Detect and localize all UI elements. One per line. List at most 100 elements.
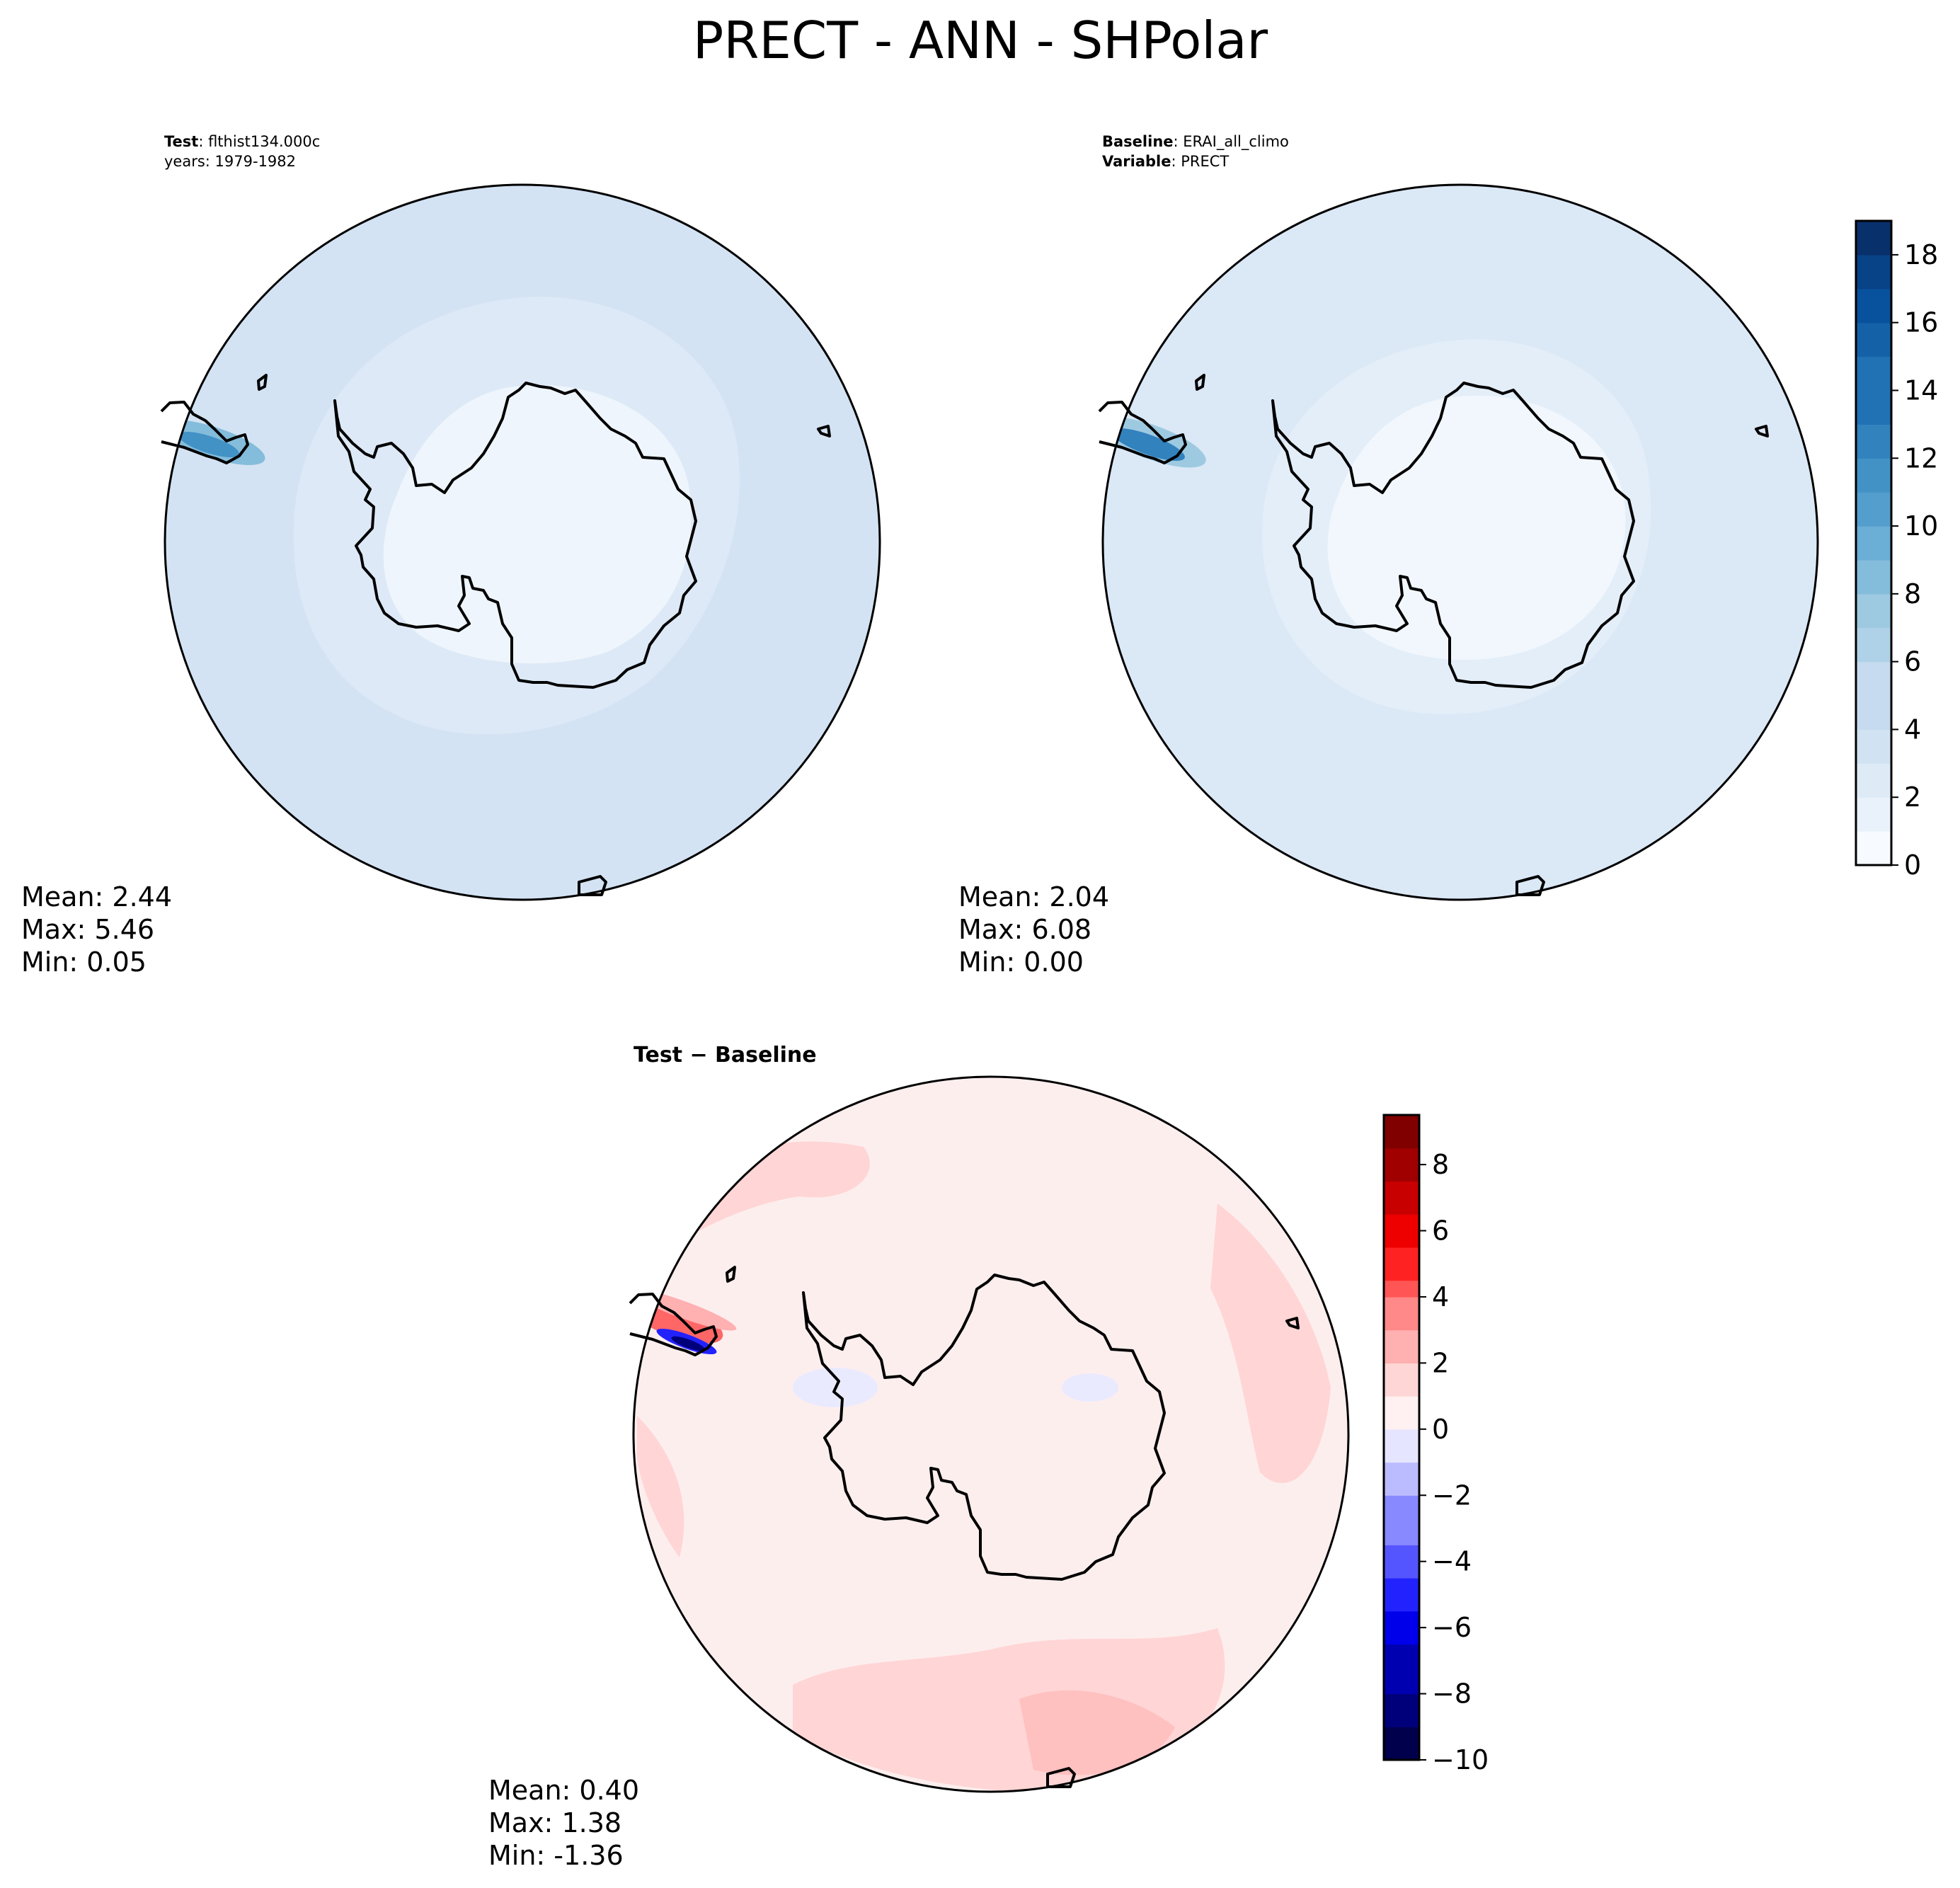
- difference-colorbar-band: [1384, 1578, 1419, 1596]
- baseline-colorbar-band: [1856, 763, 1891, 798]
- test-years: years: 1979-1982: [164, 153, 296, 170]
- difference-colorbar-band: [1384, 1462, 1419, 1480]
- baseline-colorbar-tick-label: 12: [1904, 442, 1938, 474]
- baseline-colorbar-tick-label: 18: [1904, 239, 1938, 270]
- difference-colorbar-band: [1384, 1230, 1419, 1248]
- test-min: Min: 0.05: [21, 946, 147, 978]
- baseline-header-line2: Variable: PRECT: [1102, 153, 1229, 170]
- baseline-colorbar-tick-label: 0: [1904, 849, 1921, 881]
- difference-colorbar-tick-label: 4: [1432, 1281, 1449, 1312]
- baseline-map: [1103, 185, 1818, 900]
- baseline-colorbar-band: [1856, 661, 1891, 697]
- difference-colorbar-band: [1384, 1495, 1419, 1513]
- difference-colorbar-band: [1384, 1396, 1419, 1414]
- baseline-colorbar-band: [1856, 729, 1891, 764]
- baseline-colorbar-tick-label: 6: [1904, 646, 1921, 677]
- difference-colorbar-tick-label: −2: [1432, 1480, 1472, 1511]
- difference-colorbar: −10 −8 −6 −4 −2 0 2 4 6 8: [1382, 1114, 1489, 1775]
- baseline-colorbar-band: [1856, 288, 1891, 324]
- test-value: : flthist134.000c: [198, 133, 320, 150]
- difference-colorbar-band: [1384, 1346, 1419, 1363]
- difference-colorbar-band: [1384, 1627, 1419, 1645]
- baseline-header-line1: Baseline: ERAI_all_climo: [1102, 133, 1289, 151]
- difference-field-light-east: [1210, 1203, 1331, 1483]
- test-label: Test: [164, 133, 198, 150]
- difference-colorbar-band: [1384, 1329, 1419, 1347]
- test-field-inner: [383, 384, 692, 664]
- difference-colorbar-band: [1384, 1511, 1419, 1529]
- baseline-colorbar-tick-label: 2: [1904, 782, 1921, 813]
- difference-colorbar-band: [1384, 1429, 1419, 1446]
- difference-mean: Mean: 0.40: [488, 1775, 639, 1806]
- baseline-colorbar-band: [1856, 695, 1891, 731]
- baseline-colorbar-band: [1856, 593, 1891, 629]
- test-max: Max: 5.46: [21, 914, 154, 945]
- difference-colorbar-band: [1384, 1644, 1419, 1661]
- baseline-peninsula-high: [1111, 428, 1185, 461]
- variable-label: Variable: [1102, 153, 1171, 170]
- difference-colorbar-tick-label: −8: [1432, 1678, 1472, 1710]
- difference-colorbar-band: [1384, 1115, 1419, 1132]
- baseline-colorbar-band: [1856, 356, 1891, 391]
- difference-colorbar-band: [1384, 1214, 1419, 1232]
- figure-title: PRECT - ANN - SHPolar: [693, 11, 1268, 70]
- difference-colorbar-band: [1384, 1727, 1419, 1744]
- difference-colorbar-band: [1384, 1478, 1419, 1496]
- difference-colorbar-tick-label: 6: [1432, 1215, 1449, 1247]
- difference-colorbar-band: [1384, 1528, 1419, 1545]
- difference-colorbar-band: [1384, 1545, 1419, 1562]
- test-peninsula-high: [178, 432, 239, 457]
- difference-colorbar-band: [1384, 1594, 1419, 1612]
- difference-colorbar-band: [1384, 1710, 1419, 1727]
- difference-max: Max: 1.38: [488, 1807, 621, 1838]
- baseline-colorbar-tick-label: 8: [1904, 578, 1921, 610]
- difference-map-boundary: [632, 1075, 1350, 1793]
- difference-colorbar-band: [1384, 1197, 1419, 1215]
- difference-peninsula-negative-core: [671, 1336, 705, 1351]
- baseline-colorbar: 0 2 4 6 8 10 12 14 16 18: [1855, 219, 1938, 881]
- difference-colorbar-band: [1384, 1280, 1419, 1298]
- baseline-colorbar-band: [1856, 424, 1891, 459]
- baseline-colorbar-band: [1856, 221, 1891, 256]
- difference-colorbar-band: [1384, 1165, 1419, 1182]
- difference-colorbar-band: [1384, 1743, 1419, 1761]
- baseline-value: : ERAI_all_climo: [1174, 133, 1289, 151]
- baseline-max: Max: 6.08: [958, 914, 1091, 945]
- baseline-min: Min: 0.00: [958, 946, 1084, 978]
- difference-colorbar-tick-label: 2: [1432, 1347, 1449, 1378]
- difference-colorbar-band: [1384, 1412, 1419, 1430]
- difference-map: [634, 1077, 1348, 1792]
- difference-colorbar-band: [1384, 1296, 1419, 1314]
- panel-test: Test: flthist134.000c years: 1979-1982 M…: [21, 133, 881, 978]
- difference-colorbar-band: [1384, 1363, 1419, 1380]
- baseline-colorbar-tick-label: 10: [1904, 510, 1938, 542]
- baseline-colorbar-band: [1856, 322, 1891, 357]
- baseline-colorbar-band: [1856, 559, 1891, 595]
- difference-colorbar-tick-label: −6: [1432, 1612, 1472, 1643]
- test-mean: Mean: 2.44: [21, 881, 172, 912]
- test-map-boundary: [164, 183, 881, 901]
- difference-colorbar-tick-label: 0: [1432, 1414, 1449, 1445]
- difference-title: Test − Baseline: [634, 1043, 817, 1068]
- difference-colorbar-band: [1384, 1446, 1419, 1463]
- difference-colorbar-tick-label: −4: [1432, 1546, 1472, 1577]
- difference-min: Min: -1.36: [488, 1840, 624, 1871]
- difference-colorbar-band: [1384, 1313, 1419, 1331]
- panel-baseline: Baseline: ERAI_all_climo Variable: PRECT…: [958, 133, 1938, 978]
- difference-colorbar-band: [1384, 1131, 1419, 1149]
- test-map: [165, 185, 880, 900]
- baseline-map-boundary: [1101, 183, 1819, 901]
- difference-colorbar-band: [1384, 1693, 1419, 1711]
- baseline-mean: Mean: 2.04: [958, 881, 1109, 912]
- difference-colorbar-band: [1384, 1561, 1419, 1579]
- baseline-label: Baseline: [1102, 133, 1174, 150]
- difference-field-light-west: [637, 1416, 684, 1557]
- panel-difference: Test − Baseline Mean: 0.40 Max: 1.38 Min: [488, 1043, 1489, 1871]
- difference-negative-patch: [1062, 1373, 1118, 1402]
- difference-colorbar-band: [1384, 1379, 1419, 1397]
- difference-colorbar-band: [1384, 1660, 1419, 1678]
- difference-colorbar-band: [1384, 1264, 1419, 1281]
- baseline-colorbar-band: [1856, 797, 1891, 832]
- baseline-colorbar-tick-label: 14: [1904, 374, 1938, 406]
